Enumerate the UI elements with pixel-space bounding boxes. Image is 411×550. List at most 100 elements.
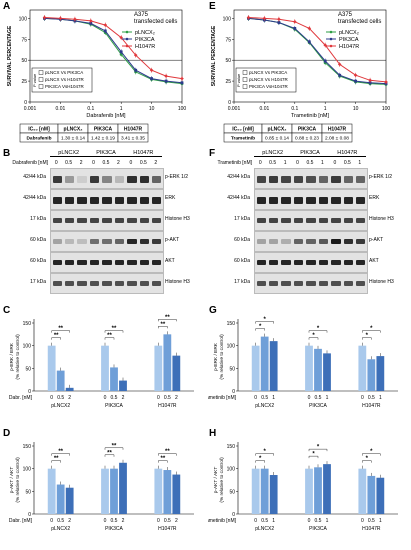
dose-tick-label: 1 bbox=[272, 395, 275, 401]
blot-band bbox=[64, 217, 75, 223]
legend-marker bbox=[125, 37, 129, 41]
data-point bbox=[119, 50, 123, 54]
series-line bbox=[248, 17, 387, 83]
data-point bbox=[323, 59, 327, 63]
y-tick-label: 0 bbox=[28, 389, 31, 395]
blot-band bbox=[64, 196, 75, 204]
blot-band bbox=[331, 238, 341, 244]
blot-strip bbox=[50, 168, 164, 189]
blot-band bbox=[89, 217, 100, 223]
dose-tick-label: 0.5 bbox=[368, 395, 375, 401]
dose-tick-label: 2 bbox=[122, 395, 125, 401]
blot-band bbox=[343, 280, 354, 286]
blot-band bbox=[356, 175, 366, 183]
blot-band bbox=[64, 175, 75, 183]
data-point bbox=[42, 15, 47, 20]
pvalue-checkbox bbox=[38, 84, 44, 89]
blot-band bbox=[114, 280, 125, 286]
bar bbox=[172, 355, 181, 391]
blot-group-label: pLNCX2 bbox=[254, 150, 292, 157]
blot-band bbox=[306, 238, 316, 244]
blot-band bbox=[318, 238, 329, 244]
blot-band bbox=[256, 259, 266, 265]
blot-band bbox=[356, 196, 366, 204]
y-tick-label: 0 bbox=[28, 512, 31, 518]
data-point bbox=[73, 17, 77, 21]
x-tick-label: 100 bbox=[178, 106, 187, 112]
pvalue-checkbox bbox=[38, 77, 44, 82]
y-axis-label: (% relative to control) bbox=[15, 457, 21, 503]
data-point bbox=[323, 43, 327, 47]
blot-band bbox=[102, 175, 112, 183]
blot-dose-label: 0.5 bbox=[102, 160, 110, 166]
bar bbox=[305, 345, 313, 391]
blot-band bbox=[268, 259, 279, 265]
significance-marker: ** bbox=[112, 326, 117, 332]
blot-band bbox=[127, 280, 137, 286]
blot-band bbox=[343, 217, 354, 223]
series-line bbox=[44, 17, 183, 84]
pvalue-comparison: PIK3CA VsH1047R bbox=[45, 84, 85, 89]
blot-kda-label: 42/44 kDa bbox=[227, 195, 250, 201]
blot-band bbox=[306, 217, 316, 223]
blot-band bbox=[127, 196, 137, 204]
data-point bbox=[134, 68, 138, 72]
dose-tick-label: 2 bbox=[175, 518, 178, 524]
x-tick-label: 0.01 bbox=[260, 106, 270, 112]
dose-tick-label: 0 bbox=[157, 395, 160, 401]
blot-protein-label: Histone H3 bbox=[369, 216, 394, 222]
y-tick-label: 150 bbox=[23, 321, 32, 327]
data-point bbox=[384, 80, 388, 84]
bar bbox=[172, 474, 181, 514]
blot-protein-label: p-AKT bbox=[165, 237, 180, 243]
bar bbox=[367, 359, 376, 391]
significance-marker: ** bbox=[107, 450, 112, 456]
x-axis-label: Dabrafenib [nM] bbox=[86, 113, 126, 119]
bar bbox=[163, 470, 172, 514]
table-cell-value: Trametinib bbox=[231, 136, 255, 142]
data-point bbox=[150, 77, 153, 80]
blot-drug-label: Dabrafenib [nM] bbox=[12, 160, 48, 166]
pvalue-checkbox bbox=[242, 70, 248, 75]
significance-bracket bbox=[308, 455, 319, 459]
bar bbox=[323, 353, 331, 391]
x-tick-label: 0.001 bbox=[228, 106, 241, 112]
chart-title: A375 bbox=[134, 12, 149, 18]
pvalue-header: P value bbox=[236, 73, 241, 87]
group-label: H1047R bbox=[362, 526, 381, 532]
x-axis-label: Trametinib [nM] bbox=[291, 113, 329, 119]
blot-band bbox=[52, 259, 62, 265]
dose-tick-label: 1 bbox=[379, 395, 382, 401]
series-line bbox=[248, 17, 387, 85]
blot-band bbox=[356, 259, 366, 265]
bar bbox=[65, 387, 74, 391]
blot-band bbox=[102, 280, 112, 286]
western-blot-f: pLNCX2 PIK3CA H1047R Trametinib [nM] 0 0.5 1 0 0… bbox=[208, 148, 408, 298]
table-cell-value: Dabrafenib bbox=[26, 136, 51, 142]
blot-band bbox=[293, 196, 304, 204]
blot-band bbox=[293, 280, 304, 286]
group-label: PIK3CA bbox=[309, 526, 327, 532]
y-tick-label: 50 bbox=[21, 58, 27, 64]
significance-marker: ** bbox=[54, 333, 59, 339]
blot-strip bbox=[50, 273, 164, 294]
blot-protein-label: AKT bbox=[369, 258, 379, 264]
y-tick-label: 100 bbox=[23, 467, 32, 473]
bar-chart-c: 0 50 100 150 p-ERK / ERK (% relative to contr… bbox=[9, 315, 194, 409]
blot-strip bbox=[254, 252, 368, 273]
blot-band bbox=[293, 259, 304, 265]
bar bbox=[101, 345, 109, 391]
significance-marker: ** bbox=[58, 449, 63, 455]
blot-band bbox=[306, 175, 316, 183]
blot-band bbox=[77, 175, 87, 183]
data-point bbox=[354, 79, 357, 83]
blot-band bbox=[114, 175, 125, 183]
blot-band bbox=[64, 259, 75, 265]
significance-marker: ** bbox=[160, 456, 165, 462]
y-tick-label: 50 bbox=[25, 366, 31, 372]
blot-dose-label: 1 bbox=[321, 160, 324, 166]
blot-band bbox=[77, 280, 87, 286]
pvalue-comparison: pLNCX Vs H1047R bbox=[249, 77, 289, 82]
dose-tick-label: 0.5 bbox=[111, 518, 118, 524]
blot-protein-label: ERK bbox=[165, 195, 176, 201]
